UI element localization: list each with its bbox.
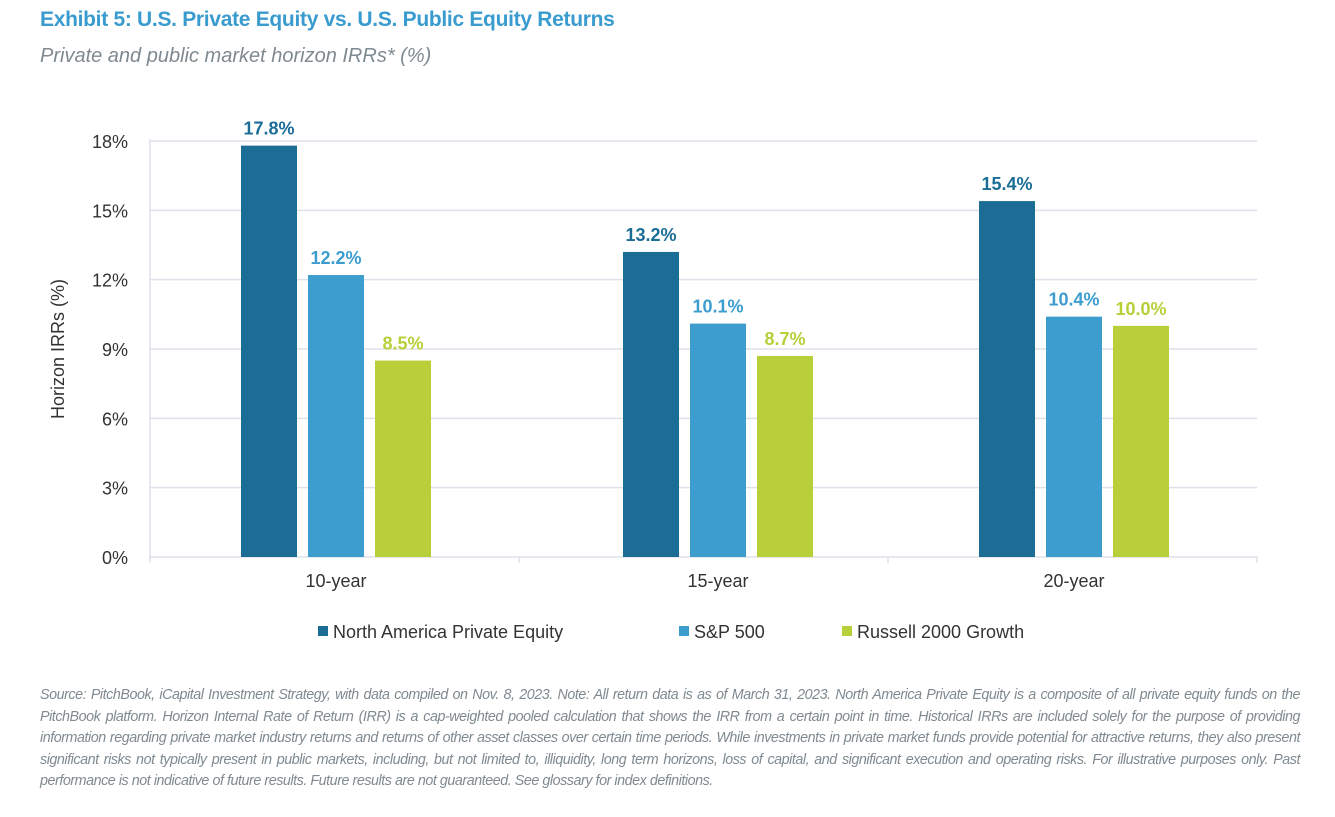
bar — [690, 323, 746, 557]
data-label: 10.0% — [1115, 299, 1166, 319]
y-tick-label: 15% — [92, 201, 128, 221]
y-axis-label: Horizon IRRs (%) — [48, 279, 68, 419]
y-tick-label: 18% — [92, 132, 128, 152]
source-footnote: Source: PitchBook, iCapital Investment S… — [40, 687, 1300, 790]
legend-label: S&P 500 — [694, 622, 765, 642]
bar-chart: 0% 3% 6% 9% 12% 15% 18% Horizon IRRs (%) 10-year… — [48, 119, 1258, 642]
data-label: 12.2% — [310, 248, 361, 268]
data-label: 8.7% — [764, 329, 805, 349]
bar — [1046, 316, 1102, 557]
data-label: 13.2% — [625, 225, 676, 245]
y-tick-label: 0% — [102, 548, 128, 568]
legend-label: North America Private Equity — [333, 622, 563, 642]
x-tick-label: 15-year — [687, 571, 748, 591]
legend-label: Russell 2000 Growth — [857, 622, 1024, 642]
legend-swatch — [842, 626, 852, 636]
bar — [1113, 325, 1169, 557]
bar — [757, 355, 813, 557]
data-label: 10.1% — [692, 297, 743, 317]
bar — [308, 275, 364, 557]
data-label: 15.4% — [981, 174, 1032, 194]
x-tick-label: 20-year — [1043, 571, 1104, 591]
data-label: 8.5% — [382, 334, 423, 354]
x-tick-label: 10-year — [305, 571, 366, 591]
data-label: 17.8% — [243, 119, 294, 139]
bar — [623, 251, 679, 557]
y-tick-label: 9% — [102, 340, 128, 360]
y-tick-label: 12% — [92, 271, 128, 291]
data-label: 10.4% — [1048, 290, 1099, 310]
bar — [979, 201, 1035, 558]
chart-subtitle: Private and public market horizon IRRs* … — [40, 45, 432, 67]
bar — [241, 145, 297, 557]
chart-title: Exhibit 5: U.S. Private Equity vs. U.S. … — [40, 8, 615, 31]
bar — [375, 360, 431, 557]
legend-swatch — [679, 626, 689, 636]
y-tick-label: 3% — [102, 479, 128, 499]
legend-swatch — [318, 626, 328, 636]
y-tick-label: 6% — [102, 409, 128, 429]
